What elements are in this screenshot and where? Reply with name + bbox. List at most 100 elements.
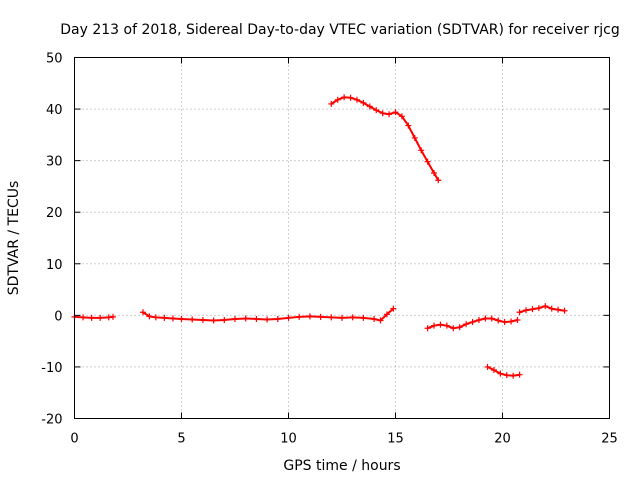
y-tick-label: 0 xyxy=(54,309,62,324)
data-point xyxy=(360,99,367,106)
data-point xyxy=(366,103,373,110)
data-point xyxy=(516,309,523,316)
data-point xyxy=(516,371,523,378)
data-point xyxy=(535,305,542,312)
data-point xyxy=(555,306,562,313)
data-point xyxy=(424,158,431,165)
data-point xyxy=(501,319,508,326)
data-point xyxy=(508,318,515,325)
data-point xyxy=(189,316,196,323)
x-axis-label: GPS time / hours xyxy=(283,458,400,474)
data-point xyxy=(495,317,502,324)
data-point xyxy=(306,313,313,320)
data-point xyxy=(503,372,510,379)
data-point xyxy=(443,322,450,329)
data-point xyxy=(341,94,348,101)
y-tick-label: 50 xyxy=(46,52,63,67)
y-tick-label: 40 xyxy=(46,103,63,118)
series-layer xyxy=(71,94,568,379)
grid-layer xyxy=(74,57,610,419)
data-point xyxy=(360,314,367,321)
data-point xyxy=(274,315,281,322)
chart-title: Day 213 of 2018, Sidereal Day-to-day VTE… xyxy=(60,22,619,38)
data-point xyxy=(253,315,260,322)
data-point xyxy=(418,147,425,154)
data-point xyxy=(450,325,457,332)
data-point xyxy=(405,122,412,129)
data-point xyxy=(386,111,393,118)
data-point xyxy=(529,306,536,313)
x-tick-label: 0 xyxy=(70,432,78,447)
y-tick-label: 20 xyxy=(46,206,63,221)
data-point xyxy=(484,363,491,370)
data-point xyxy=(373,107,380,114)
data-point xyxy=(328,314,335,321)
data-point xyxy=(383,311,390,318)
x-tick-label: 25 xyxy=(601,432,618,447)
data-point xyxy=(497,370,504,377)
series-trace-segment-5 xyxy=(486,365,521,377)
data-point xyxy=(377,317,384,324)
x-tick-label: 5 xyxy=(177,432,185,447)
data-point xyxy=(482,315,489,322)
data-point xyxy=(435,177,442,184)
y-tick-label: 30 xyxy=(46,155,63,170)
data-point xyxy=(339,314,345,321)
tick-layer: 0 5 10 15 20 25 -20 -10 0 10 20 30 40 50 xyxy=(41,52,618,447)
data-point xyxy=(152,314,159,321)
data-point xyxy=(80,314,87,321)
data-point xyxy=(398,113,405,120)
data-point xyxy=(469,319,476,326)
x-tick-label: 10 xyxy=(280,432,297,447)
data-point xyxy=(411,134,418,141)
data-point xyxy=(514,316,521,323)
data-point xyxy=(296,313,303,320)
y-axis-label: SDTVAR / TECUs xyxy=(6,181,22,296)
data-point xyxy=(199,316,206,323)
plot-frame xyxy=(74,57,610,419)
x-tick-label: 20 xyxy=(494,432,511,447)
data-point xyxy=(548,305,555,312)
data-point xyxy=(431,322,438,329)
data-point xyxy=(542,303,549,310)
x-tick-label: 15 xyxy=(387,432,404,447)
data-point xyxy=(561,307,568,314)
data-point xyxy=(139,309,146,316)
data-point xyxy=(110,313,117,320)
data-point xyxy=(97,314,104,321)
data-point xyxy=(424,325,431,332)
data-point xyxy=(371,315,378,322)
data-point xyxy=(390,305,397,312)
y-tick-label: -20 xyxy=(41,413,62,428)
data-point xyxy=(392,109,399,116)
data-point xyxy=(161,314,168,321)
data-point xyxy=(463,321,470,328)
series-trace-segment-3 xyxy=(330,96,440,182)
data-point xyxy=(88,314,95,321)
data-point xyxy=(347,94,354,101)
data-point xyxy=(456,324,463,331)
data-point xyxy=(242,315,249,322)
data-point xyxy=(437,321,444,328)
data-point xyxy=(221,316,228,323)
data-point xyxy=(334,96,341,103)
data-point xyxy=(475,316,482,323)
y-tick-label: 10 xyxy=(46,258,63,273)
data-point xyxy=(523,307,530,314)
data-point xyxy=(349,314,356,321)
data-point xyxy=(169,315,176,322)
y-tick-label: -10 xyxy=(41,361,62,376)
data-point xyxy=(328,100,335,107)
data-point xyxy=(379,110,386,117)
data-point xyxy=(232,315,238,322)
data-point xyxy=(353,96,360,103)
data-point xyxy=(431,170,438,177)
data-point xyxy=(317,313,324,320)
data-point xyxy=(285,314,292,321)
data-point xyxy=(210,317,217,324)
data-point xyxy=(510,372,517,379)
data-point xyxy=(146,313,153,320)
data-point xyxy=(488,315,495,322)
data-point xyxy=(178,315,185,322)
